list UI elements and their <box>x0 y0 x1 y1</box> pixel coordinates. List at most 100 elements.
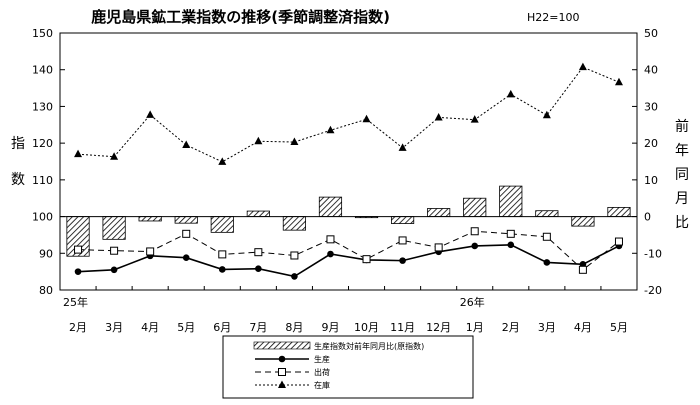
data-point <box>74 245 83 254</box>
data-point <box>255 265 262 273</box>
data-point <box>506 229 515 238</box>
bar <box>499 185 523 217</box>
right-tick-label: -10 <box>644 247 662 260</box>
x-tick-label: 12月 <box>426 321 451 334</box>
right-tick-label: -20 <box>644 284 662 297</box>
series-line <box>77 244 620 278</box>
left-axis-label-char: 数 <box>11 172 25 188</box>
data-point <box>182 140 191 148</box>
data-point <box>398 236 407 245</box>
data-point <box>362 114 371 123</box>
bar <box>174 216 198 224</box>
right-axis-label-char: 前 <box>675 118 689 135</box>
data-point <box>542 110 551 119</box>
left-tick-label: 100 <box>32 211 53 224</box>
chart-title: 鹿児島県鉱工業指数の推移(季節調整済指数) <box>91 8 390 26</box>
data-point <box>434 243 443 252</box>
data-point <box>278 380 286 388</box>
bar <box>246 210 270 217</box>
series-line <box>78 230 620 271</box>
right-tick-label: 40 <box>644 64 658 77</box>
data-point <box>578 265 587 274</box>
series-lines <box>74 62 623 280</box>
x-tick-label: 3月 <box>538 321 556 334</box>
x-tick-label: 2月 <box>502 321 520 334</box>
left-axis-label-char: 指 <box>11 136 25 152</box>
x-tick-label: 7月 <box>249 321 267 334</box>
bar <box>318 196 343 217</box>
data-point <box>146 110 155 118</box>
right-tick-label: 10 <box>644 174 658 187</box>
data-point <box>399 257 406 264</box>
left-ticks: 80 90 100 110 120 130 140 150 <box>32 27 65 297</box>
x-tick-label: 5月 <box>177 321 195 334</box>
x-tick-label: 3月 <box>105 321 123 334</box>
bar <box>282 216 306 231</box>
bar <box>138 216 162 222</box>
right-axis-label-char: 同 <box>675 167 689 183</box>
right-axis-label: 前年同月比 <box>675 118 689 231</box>
data-point <box>290 251 299 260</box>
data-point <box>434 112 443 121</box>
bar <box>571 216 595 227</box>
data-point <box>326 125 335 134</box>
data-point <box>254 248 263 257</box>
legend-label: 在庫 <box>314 380 330 390</box>
data-point <box>218 250 227 259</box>
left-tick-label: 110 <box>32 174 53 187</box>
data-point <box>110 266 118 274</box>
data-point <box>74 268 82 275</box>
data-point <box>326 235 335 244</box>
right-ticks: -20 -10 0 10 20 30 40 50 <box>632 27 662 297</box>
right-axis-label-char: 年 <box>675 143 689 159</box>
bar <box>607 206 631 217</box>
x-tick-label: 4月 <box>141 321 159 334</box>
data-point <box>506 89 515 98</box>
data-point <box>362 255 371 264</box>
bar <box>391 216 415 224</box>
data-point <box>543 259 551 266</box>
x-year-label: 25年 <box>63 295 88 309</box>
left-tick-label: 90 <box>39 247 53 260</box>
data-point <box>182 254 190 261</box>
data-point <box>218 157 227 165</box>
data-point <box>290 137 299 146</box>
bars <box>66 185 631 257</box>
legend-label: 出荷 <box>314 367 330 377</box>
left-tick-label: 140 <box>32 64 53 77</box>
left-tick-label: 150 <box>32 27 53 40</box>
x-tick-label: 8月 <box>285 321 303 334</box>
data-point <box>471 242 479 250</box>
data-point <box>278 355 286 363</box>
data-point <box>146 247 155 256</box>
legend-label: 生産 <box>314 354 330 364</box>
data-point <box>542 232 551 241</box>
x-tick-label: 2月 <box>69 321 87 334</box>
data-point <box>470 227 479 236</box>
data-point <box>110 152 119 160</box>
x-tick-label: 4月 <box>574 321 592 334</box>
right-tick-label: 30 <box>644 100 658 113</box>
x-tick-label: 6月 <box>213 321 231 334</box>
x-tick-label: 11月 <box>390 321 415 334</box>
data-point <box>614 237 623 246</box>
right-axis-label-char: 月 <box>675 191 689 207</box>
bar <box>463 197 487 217</box>
bar <box>102 216 126 240</box>
left-tick-label: 130 <box>32 100 53 113</box>
x-ticks: 2月 3月 4月 5月 6月 7月 8月 9月 10月 11月 12月 1月 2月 3月 4月 5月 25年 26… <box>59 286 638 334</box>
x-tick-label: 1月 <box>466 321 484 334</box>
data-point <box>74 149 83 158</box>
right-tick-label: 50 <box>644 27 658 40</box>
data-point <box>470 115 479 123</box>
right-tick-label: 0 <box>644 211 651 224</box>
data-point <box>578 62 587 71</box>
x-tick-label: 5月 <box>610 321 628 334</box>
data-point <box>507 241 515 249</box>
x-year-label: 26年 <box>460 295 485 309</box>
bar <box>427 208 451 217</box>
right-axis-label-char: 比 <box>675 215 689 231</box>
series-line <box>77 66 620 163</box>
